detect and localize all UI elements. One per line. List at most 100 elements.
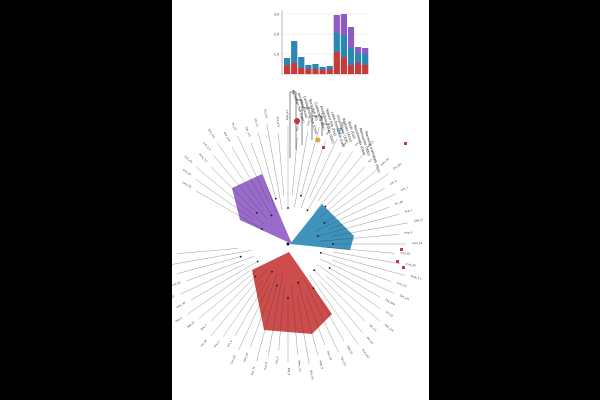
tree-node	[271, 270, 273, 273]
tree-tip-label: Aca_z	[404, 208, 413, 214]
tree-branch	[319, 169, 377, 218]
tree-tip-label: Tru_k2	[231, 122, 238, 132]
event-marker	[322, 146, 325, 149]
tree-node	[328, 267, 331, 269]
tree-branch	[223, 280, 263, 337]
tree-tip-label: Lam_X4	[242, 352, 249, 363]
tree-branch	[317, 264, 381, 309]
tree-tip-label: Hsa_k	[174, 315, 183, 323]
tree-branch	[176, 256, 241, 274]
clade-red	[252, 252, 332, 334]
bar-segment	[333, 15, 340, 33]
tree-branch	[300, 140, 326, 209]
tree-tip-label: Aca_p12	[361, 348, 371, 360]
bar-segment	[305, 65, 312, 69]
tree-tip-label: Mdo_9	[318, 112, 324, 122]
bar-segment	[333, 52, 340, 74]
tree-tip-label: Lam_X1	[175, 300, 186, 309]
tree-branch	[313, 288, 345, 342]
tree-branch	[297, 296, 310, 365]
tree-branch	[238, 283, 270, 351]
tree-tip-label: Gga_j2	[186, 320, 196, 329]
tree-tip-label: Gac_m4	[384, 323, 395, 333]
bar-segment	[362, 48, 369, 54]
bar-segment	[312, 69, 319, 74]
tree-tip-label: Gac_m4	[244, 126, 251, 138]
tree-node	[312, 287, 315, 290]
tree-tip-label: Lam_X4	[380, 156, 391, 166]
tree-node	[313, 269, 316, 272]
bar-segment	[284, 58, 291, 65]
tree-branch	[278, 133, 284, 197]
tree-node	[261, 228, 263, 230]
tree-tip-label: Cmi_A5	[183, 154, 193, 164]
tree-branch	[314, 270, 366, 322]
tree-node	[332, 243, 334, 245]
tree-branch	[180, 264, 245, 295]
bar-segment	[362, 65, 369, 74]
tree-tip-label: Lch_q	[389, 179, 398, 186]
tree-branch	[256, 285, 277, 361]
tree-tip-label: Lch_2.2	[202, 141, 212, 151]
tree-tip-label: Aca_p12	[276, 116, 281, 128]
taxon-label: Bony fish (Pl)	[308, 99, 319, 122]
taxon-label: Reptiles (Acar)	[341, 118, 353, 143]
tree-branch	[266, 123, 283, 210]
tree-branch	[268, 273, 283, 357]
tree-tip-label: Cmi_A2	[172, 294, 175, 302]
bar-segment	[347, 27, 355, 48]
tree-branch	[195, 179, 253, 220]
duplication-node-blue	[337, 128, 343, 134]
tree-tip-label: Xtr_rr1	[369, 323, 378, 332]
tree-branch	[307, 152, 342, 211]
tree-branch	[237, 136, 269, 203]
tree-node	[297, 281, 300, 284]
tree-tip-label: Xtr_rr4	[366, 336, 375, 346]
tree-branch	[186, 256, 255, 282]
tree-branch	[187, 270, 250, 315]
tree-tip-label: Cmi_B1	[229, 354, 237, 365]
bar-segment	[333, 33, 340, 52]
tree-tip-label: Bta_4	[341, 139, 348, 148]
tree-tip-label: Mmu_n5	[297, 360, 302, 372]
bar-segment	[340, 35, 347, 57]
tree-branch	[332, 259, 392, 282]
bar-segment	[298, 68, 305, 74]
tree-branch	[320, 282, 363, 333]
tree-branch	[325, 275, 381, 322]
tree-branch	[172, 250, 252, 265]
tree-branch	[195, 166, 265, 225]
stacked-bar-chart: 3.0 2.0 1.0	[274, 10, 369, 75]
tree-tip-label: Eca_6	[367, 139, 375, 148]
tree-tip-label: Tru_k2	[385, 310, 394, 318]
tree-branch	[196, 190, 263, 230]
bar-segment	[326, 66, 333, 69]
tree-tip-label: Hsa_n3	[309, 370, 315, 380]
tree-branch	[319, 258, 395, 294]
tree-tip-label: Mmu_n5	[337, 121, 345, 133]
tree-branch	[320, 252, 405, 276]
tree-tip-label: Ssc_71	[367, 154, 376, 163]
tree-tip-label: Aca_z	[199, 323, 208, 332]
tree-tip-label: Gga_j2	[414, 217, 424, 223]
y-tick-label: 1.0	[274, 53, 279, 57]
figure-page: 3.0 2.0 1.0 Agnathan fish (Lam) Ancestral (…	[172, 0, 429, 400]
event-marker	[400, 248, 403, 251]
tree-branch	[315, 193, 396, 232]
tree-branch	[278, 285, 285, 351]
tree-tip-label: Lam_X1	[412, 241, 423, 245]
y-tick-label: 3.0	[274, 13, 279, 17]
tree-tip-label: Oan_c8	[326, 350, 333, 361]
bar-segment	[347, 48, 355, 65]
tree-branch	[217, 143, 263, 208]
tree-node	[239, 255, 242, 258]
tree-branch	[231, 146, 272, 216]
bar-segment	[355, 63, 362, 74]
bar-segment	[319, 67, 326, 70]
tree-node	[256, 260, 259, 263]
tree-tip-label: Ssc_71	[250, 366, 256, 376]
tree-tip-label: Pma_3.1	[410, 274, 422, 281]
tree-tip-label: Lam_X1	[182, 180, 193, 189]
phylogeny-figure: 3.02.01.0 Agnathan fish (Lam)Ancestral (…	[172, 10, 423, 380]
